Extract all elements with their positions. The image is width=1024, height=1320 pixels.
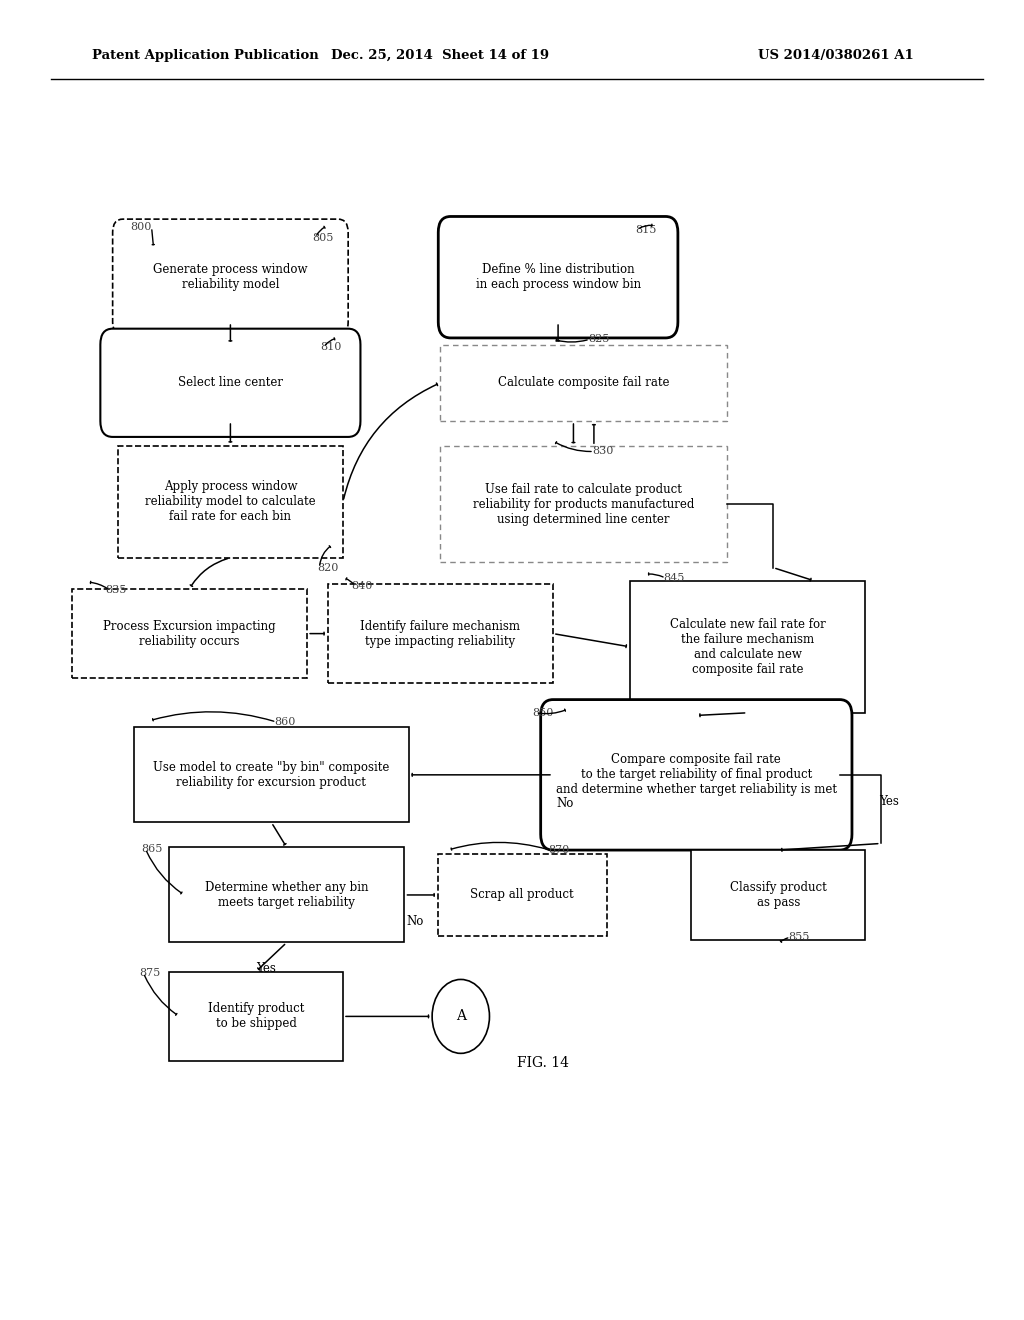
Text: 850: 850: [532, 708, 554, 718]
Text: Process Excursion impacting
reliability occurs: Process Excursion impacting reliability …: [103, 619, 275, 648]
FancyBboxPatch shape: [541, 700, 852, 850]
Text: 875: 875: [139, 968, 161, 978]
Text: Generate process window
reliability model: Generate process window reliability mode…: [154, 263, 307, 292]
Text: 845: 845: [664, 573, 685, 583]
Text: 815: 815: [635, 224, 656, 235]
Text: Scrap all product: Scrap all product: [470, 888, 574, 902]
FancyBboxPatch shape: [440, 345, 727, 421]
FancyBboxPatch shape: [72, 589, 307, 678]
FancyBboxPatch shape: [113, 219, 348, 335]
FancyBboxPatch shape: [438, 216, 678, 338]
Text: 830: 830: [592, 446, 613, 457]
Text: 800: 800: [130, 222, 152, 232]
Text: 835: 835: [105, 585, 127, 595]
FancyBboxPatch shape: [169, 972, 343, 1061]
Text: 860: 860: [274, 717, 296, 727]
Text: 855: 855: [788, 932, 810, 942]
Text: 820: 820: [317, 562, 339, 573]
Text: Compare composite fail rate
to the target reliability of final product
and deter: Compare composite fail rate to the targe…: [556, 754, 837, 796]
Text: 810: 810: [321, 342, 342, 352]
Text: Use fail rate to calculate product
reliability for products manufactured
using d: Use fail rate to calculate product relia…: [473, 483, 694, 525]
Text: Apply process window
reliability model to calculate
fail rate for each bin: Apply process window reliability model t…: [145, 480, 315, 523]
Text: Identify failure mechanism
type impacting reliability: Identify failure mechanism type impactin…: [360, 619, 520, 648]
Text: Classify product
as pass: Classify product as pass: [730, 880, 826, 909]
FancyBboxPatch shape: [100, 329, 360, 437]
Text: Identify product
to be shipped: Identify product to be shipped: [208, 1002, 304, 1031]
Text: 805: 805: [312, 232, 334, 243]
FancyBboxPatch shape: [169, 847, 404, 942]
Text: No: No: [407, 915, 423, 928]
Text: Calculate composite fail rate: Calculate composite fail rate: [498, 376, 670, 389]
Text: Calculate new fail rate for
the failure mechanism
and calculate new
composite fa: Calculate new fail rate for the failure …: [670, 618, 825, 676]
FancyBboxPatch shape: [118, 446, 343, 557]
FancyBboxPatch shape: [438, 854, 606, 936]
FancyBboxPatch shape: [134, 727, 409, 822]
Text: US 2014/0380261 A1: US 2014/0380261 A1: [758, 49, 913, 62]
Text: FIG. 14: FIG. 14: [517, 1056, 568, 1069]
Text: 865: 865: [141, 843, 163, 854]
Text: 825: 825: [588, 334, 609, 345]
Text: Use model to create "by bin" composite
reliability for excursion product: Use model to create "by bin" composite r…: [154, 760, 389, 789]
FancyBboxPatch shape: [328, 583, 553, 682]
Text: 840: 840: [351, 581, 373, 591]
Text: Dec. 25, 2014  Sheet 14 of 19: Dec. 25, 2014 Sheet 14 of 19: [331, 49, 550, 62]
Text: Yes: Yes: [879, 795, 899, 808]
Text: Determine whether any bin
meets target reliability: Determine whether any bin meets target r…: [205, 880, 369, 909]
FancyBboxPatch shape: [630, 581, 865, 713]
FancyBboxPatch shape: [440, 446, 727, 562]
Text: Patent Application Publication: Patent Application Publication: [92, 49, 318, 62]
Text: A: A: [456, 1010, 466, 1023]
Text: No: No: [557, 797, 573, 810]
FancyBboxPatch shape: [691, 850, 865, 940]
Text: 870: 870: [548, 845, 569, 855]
Text: Yes: Yes: [256, 962, 276, 975]
Text: Select line center: Select line center: [178, 376, 283, 389]
Text: Define % line distribution
in each process window bin: Define % line distribution in each proce…: [475, 263, 641, 292]
